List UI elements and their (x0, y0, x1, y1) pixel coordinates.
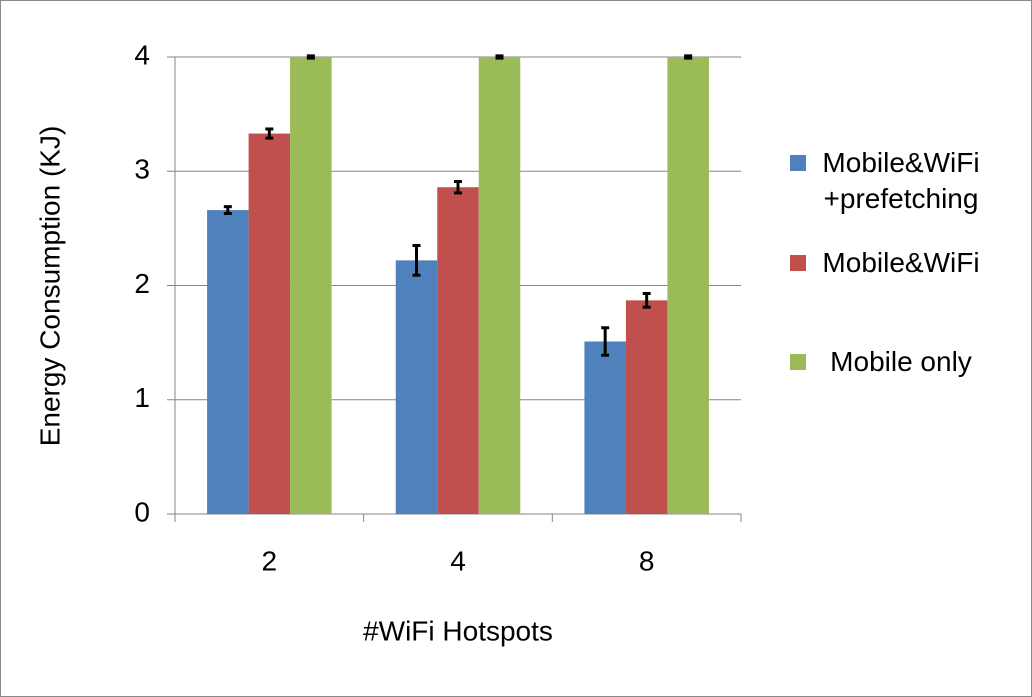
bar (207, 210, 249, 514)
y-tick-label: 3 (134, 154, 150, 185)
bar (437, 187, 479, 514)
x-tick-label: 2 (262, 545, 278, 576)
bar (478, 57, 521, 514)
legend-label: Mobile&WiFi +prefetching (822, 147, 980, 214)
bar (584, 341, 626, 514)
y-tick-label: 2 (134, 268, 150, 299)
error-bar (306, 54, 315, 60)
y-axis-label: Energy Consumption (KJ) (34, 126, 65, 447)
legend-label: Mobile&WiFi (822, 247, 980, 278)
y-tick-label: 4 (134, 39, 150, 70)
legend-label: Mobile only (830, 346, 972, 377)
x-tick-label: 8 (639, 545, 655, 576)
error-bar (412, 244, 421, 277)
legend-swatch (790, 155, 806, 171)
bar (667, 57, 709, 514)
bar (625, 300, 668, 514)
error-bar (223, 205, 232, 216)
y-tick-label: 0 (134, 496, 150, 527)
x-tick-label: 4 (450, 545, 466, 576)
legend-swatch (790, 354, 806, 370)
x-axis-label: #WiFi Hotspots (363, 615, 553, 646)
error-bar (684, 54, 693, 60)
legend-swatch (790, 255, 806, 271)
bar (290, 57, 332, 514)
bar (248, 133, 291, 515)
error-bar (454, 180, 462, 195)
y-tick-label: 1 (134, 382, 150, 413)
error-bar (601, 326, 610, 357)
error-bar (495, 54, 504, 60)
error-bar (642, 291, 651, 309)
bar (395, 260, 438, 514)
error-bar (265, 127, 274, 140)
